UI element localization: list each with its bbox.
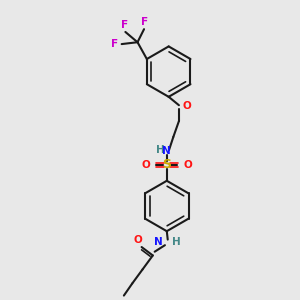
Text: F: F	[111, 39, 118, 49]
Text: F: F	[141, 17, 148, 27]
Text: F: F	[121, 20, 128, 30]
Text: O: O	[183, 160, 192, 170]
Text: S: S	[162, 158, 171, 171]
Text: N: N	[162, 146, 171, 156]
Text: O: O	[134, 235, 142, 245]
Text: H: H	[156, 145, 165, 155]
Text: O: O	[142, 160, 151, 170]
Text: H: H	[172, 237, 181, 248]
Text: N: N	[154, 237, 163, 248]
Text: O: O	[182, 101, 191, 111]
